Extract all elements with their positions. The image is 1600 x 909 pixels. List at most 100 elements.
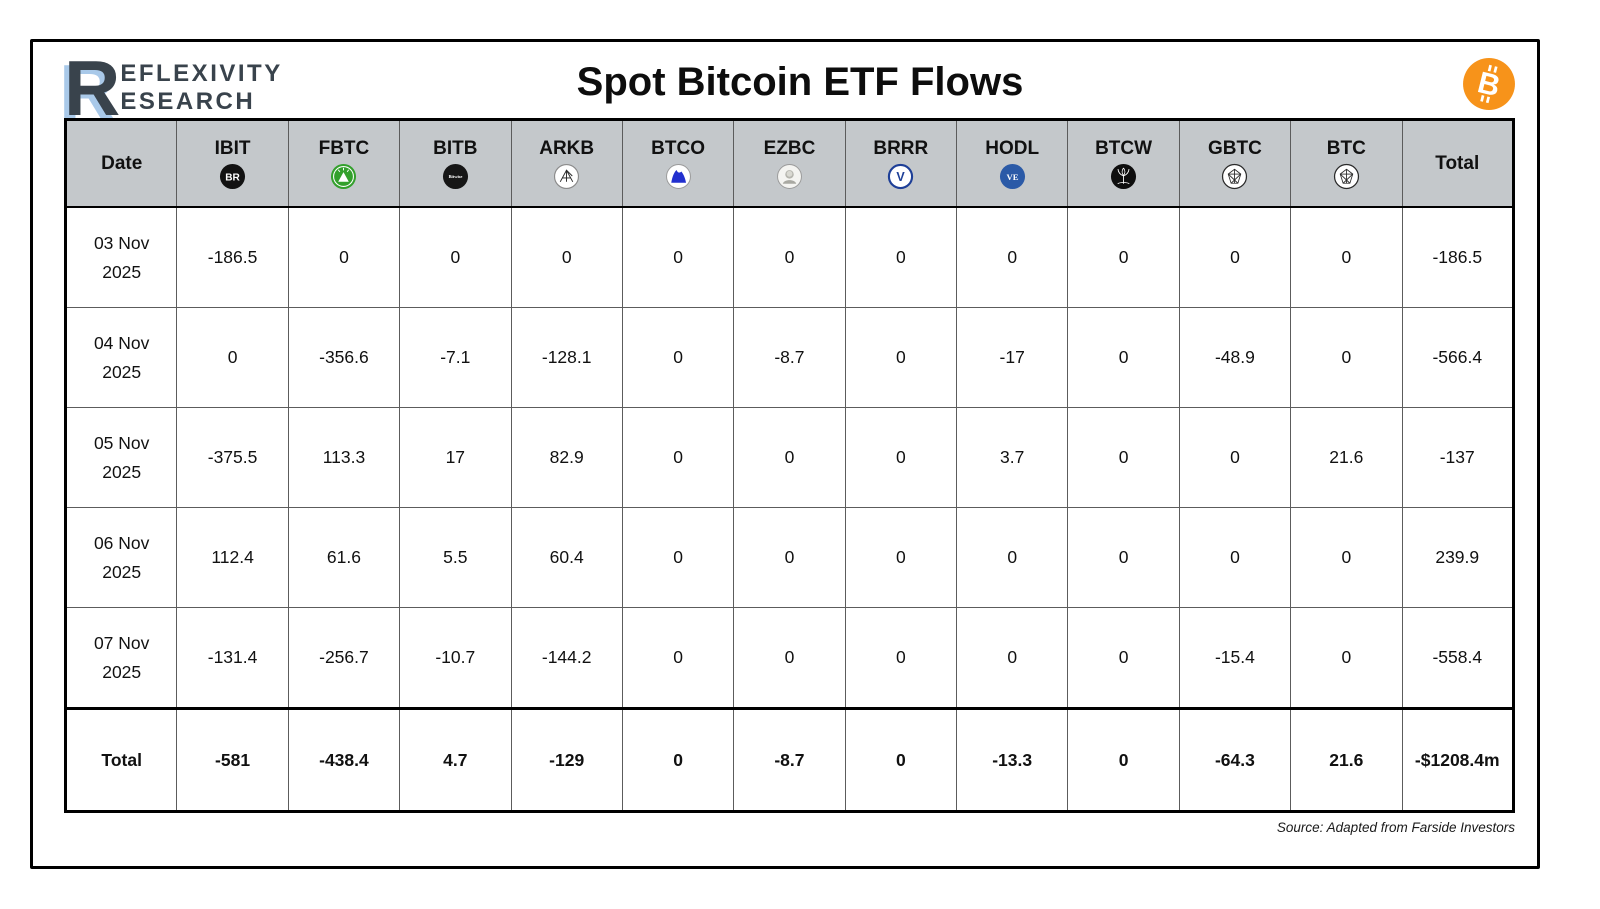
flow-cell: 0 bbox=[733, 206, 846, 308]
flow-cell: -186.5 bbox=[176, 206, 289, 308]
flow-cell: 0 bbox=[844, 206, 958, 308]
wisdomtree-icon bbox=[1110, 163, 1137, 190]
flow-cell: 0 bbox=[1067, 407, 1180, 508]
svg-text:VE: VE bbox=[1006, 172, 1018, 182]
valkyrie-icon: V bbox=[887, 163, 914, 190]
grayscale-icon bbox=[1221, 163, 1248, 190]
column-header-arkb: ARKB bbox=[510, 119, 623, 208]
flow-cell: 0 bbox=[844, 307, 958, 408]
grayscale-mini-icon bbox=[1333, 163, 1360, 190]
flow-cell: -256.7 bbox=[287, 607, 401, 709]
flow-cell: 0 bbox=[176, 307, 289, 408]
column-label: GBTC bbox=[1208, 137, 1262, 159]
date-cell: 03 Nov 2025 bbox=[64, 206, 178, 308]
header-cell-content: Date bbox=[67, 153, 176, 175]
flow-cell: 0 bbox=[1290, 607, 1403, 709]
date-cell: 07 Nov 2025 bbox=[64, 607, 178, 709]
logo-line-1: EFLEXIVITY bbox=[120, 60, 283, 87]
reflexivity-research-logo: R EFLEXIVITY ESEARCH bbox=[64, 44, 283, 132]
column-header-gbtc: GBTC bbox=[1178, 119, 1292, 208]
date-cell: 04 Nov 2025 bbox=[64, 307, 178, 408]
column-header-btco: BTCO bbox=[621, 119, 735, 208]
total-flow-cell: 0 bbox=[621, 707, 735, 812]
flow-cell: 0 bbox=[1067, 607, 1180, 709]
flow-cell: 0 bbox=[1178, 507, 1292, 608]
logo-wordmark: EFLEXIVITY ESEARCH bbox=[120, 60, 282, 117]
header-cell-content: BTC bbox=[1292, 138, 1401, 190]
flow-cell: 0 bbox=[621, 407, 735, 508]
row-total-cell: -558.4 bbox=[1401, 607, 1514, 709]
header-cell-content: BRRR V bbox=[846, 138, 955, 190]
header-cell-content: BITB Bitwise bbox=[401, 137, 510, 190]
header-cell-content: ARKB bbox=[512, 137, 621, 190]
flow-cell: 0 bbox=[287, 206, 401, 308]
flow-cell: 60.4 bbox=[510, 507, 623, 608]
flow-cell: 0 bbox=[844, 507, 958, 608]
total-row-label: Total bbox=[64, 707, 178, 812]
flow-cell: 0 bbox=[621, 607, 735, 709]
flow-cell: 0 bbox=[621, 307, 735, 408]
flow-cell: -7.1 bbox=[399, 307, 512, 408]
total-row: Total -581 -438.4 4.7 -129 0 -8.7 0 -13.3 0 -64.3 2… bbox=[64, 707, 1514, 812]
flow-cell: 21.6 bbox=[1290, 407, 1403, 508]
date-cell: 05 Nov 2025 bbox=[64, 407, 178, 508]
row-total-cell: -566.4 bbox=[1401, 307, 1514, 408]
flow-cell: 3.7 bbox=[955, 407, 1069, 508]
table-row: 03 Nov 2025 -186.5 0 0 0 0 0 0 0 0 0 0 -186.5 bbox=[64, 206, 1514, 308]
page-title: Spot Bitcoin ETF Flows bbox=[576, 60, 1024, 104]
flow-cell: 0 bbox=[1067, 507, 1180, 608]
svg-text:Bitwise: Bitwise bbox=[448, 174, 462, 179]
total-flow-cell: -64.3 bbox=[1178, 707, 1292, 812]
logo-letter-r: R bbox=[64, 44, 120, 132]
total-flow-cell: -438.4 bbox=[287, 707, 401, 812]
table-row: 07 Nov 2025 -131.4 -256.7 -10.7 -144.2 0 0 0 0 0-… bbox=[64, 607, 1514, 709]
total-flow-cell: -8.7 bbox=[733, 707, 846, 812]
flow-cell: 0 bbox=[1290, 206, 1403, 308]
svg-text:V: V bbox=[897, 170, 906, 184]
table-row: 05 Nov 2025 -375.5 113.3 17 82.9 0 0 0 3.7 0 0 21.6… bbox=[64, 407, 1514, 508]
column-label: ARKB bbox=[539, 137, 595, 159]
vaneck-icon: VE bbox=[999, 163, 1026, 190]
bitwise-icon: Bitwise bbox=[442, 163, 469, 190]
column-header-fbtc: FBTC bbox=[287, 119, 401, 208]
flow-cell: 0 bbox=[955, 507, 1069, 608]
flow-cell: -128.1 bbox=[510, 307, 623, 408]
invesco-icon bbox=[665, 163, 692, 190]
flow-cell: 0 bbox=[1067, 206, 1180, 308]
flow-cell: 0 bbox=[621, 206, 735, 308]
column-label: Total bbox=[1435, 152, 1480, 174]
column-label: BTCO bbox=[651, 137, 705, 159]
flow-cell: 17 bbox=[399, 407, 512, 508]
column-label: BITB bbox=[433, 137, 478, 159]
header-cell-content: HODL VE bbox=[958, 138, 1067, 190]
flow-cell: 0 bbox=[1178, 206, 1292, 308]
flow-cell: -375.5 bbox=[176, 407, 289, 508]
flow-cell: 0 bbox=[1290, 507, 1403, 608]
blackrock-icon: BR bbox=[219, 163, 246, 190]
flow-cell: -15.4 bbox=[1178, 607, 1292, 709]
header-cell-content: Total bbox=[1403, 152, 1512, 175]
table-body: 03 Nov 2025 -186.5 0 0 0 0 0 0 0 0 0 0 -186.5 04 Nov … bbox=[64, 206, 1514, 812]
total-flow-cell: 21.6 bbox=[1290, 707, 1403, 812]
source-attribution: Source: Adapted from Farside Investors bbox=[1276, 820, 1515, 835]
flow-cell: 0 bbox=[844, 607, 958, 709]
column-header-hodl: HODL VE bbox=[955, 119, 1069, 208]
fidelity-icon bbox=[330, 163, 357, 190]
table-row: 04 Nov 2025 0 -356.6 -7.1 -128.1 0 -8.7 0 -17 0 -4… bbox=[64, 307, 1514, 408]
column-label: IBIT bbox=[214, 137, 251, 159]
etf-flows-table: Date IBIT BR FBTC BITB Bitwise ARKB BTCO EZBC BRR… bbox=[64, 118, 1515, 813]
header-cell-content: GBTC bbox=[1180, 137, 1289, 190]
total-flow-cell: -129 bbox=[510, 707, 623, 812]
column-label: BTCW bbox=[1095, 137, 1153, 159]
flow-cell: 0 bbox=[1067, 307, 1180, 408]
svg-text:BR: BR bbox=[225, 172, 240, 183]
header-cell-content: BTCW bbox=[1069, 137, 1178, 190]
flow-cell: 0 bbox=[510, 206, 623, 308]
flow-cell: 0 bbox=[621, 507, 735, 608]
flow-cell: -17 bbox=[955, 307, 1069, 408]
flow-cell: -10.7 bbox=[399, 607, 512, 709]
column-label: FBTC bbox=[318, 137, 370, 159]
franklin-templeton-icon bbox=[776, 163, 803, 190]
total-flow-cell: -13.3 bbox=[955, 707, 1069, 812]
ark-invest-icon bbox=[553, 163, 580, 190]
